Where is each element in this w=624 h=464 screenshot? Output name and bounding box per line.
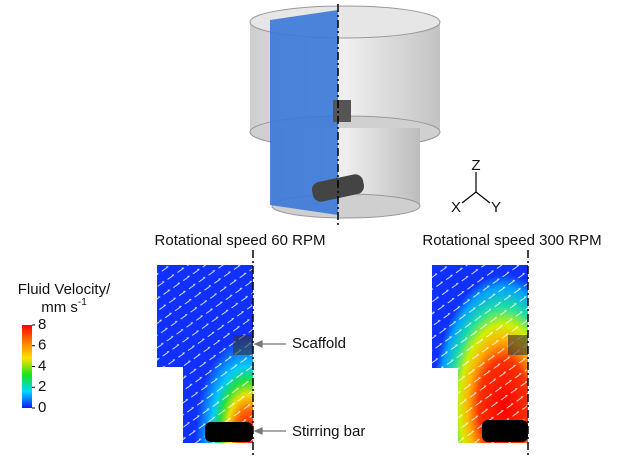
flow-field-60rpm: [157, 250, 253, 455]
unit-exponent: -1: [78, 297, 87, 308]
axis-triad: [462, 172, 490, 203]
colorbar-unit: mm s-1: [41, 297, 87, 316]
annotation: Scaffold: [292, 335, 346, 352]
annotation-arrows: [255, 341, 286, 434]
triad-z: Z: [471, 157, 480, 174]
colorbar-tick-label: 8: [38, 316, 46, 333]
colorbar-tick-label: 0: [38, 399, 46, 416]
triad-y: Y: [491, 199, 501, 216]
annotation: Stirring bar: [292, 423, 365, 440]
colorbar-tick-label: 6: [38, 337, 46, 354]
colorbar: [22, 325, 32, 408]
triad-x: X: [451, 199, 461, 216]
panel-title: Rotational speed 300 RPM: [422, 232, 601, 249]
colorbar-title: Fluid Velocity/: [18, 281, 111, 298]
unit: mm s: [41, 299, 78, 316]
flow-field-300rpm: [432, 250, 528, 455]
colorbar-tick-label: 2: [38, 378, 46, 395]
panel-title: Rotational speed 60 RPM: [155, 232, 326, 249]
vessel-render: [250, 4, 440, 225]
colorbar-tick-label: 4: [38, 357, 46, 374]
figure: Z X Y Rotational speed 60 RPM Rotational…: [0, 0, 624, 459]
